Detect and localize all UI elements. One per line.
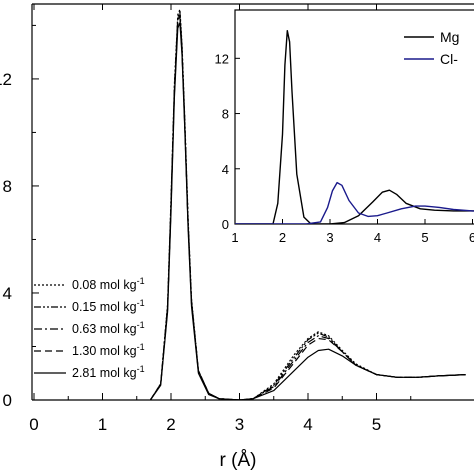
legend-label-0-63-mol-kg-2: 0.63 mol kg-1 xyxy=(72,320,145,336)
legend-label-0-15-mol-kg-1: 0.15 mol kg-1 xyxy=(72,298,145,314)
main-x-tick-label: 0 xyxy=(29,415,38,434)
main-x-tick-label: 2 xyxy=(166,415,175,434)
inset-y-tick-label: 4 xyxy=(222,162,229,177)
inset-frame xyxy=(234,9,474,225)
inset-y-tick-label: 8 xyxy=(222,107,229,122)
legend-label-0-08-mol-kg-0: 0.08 mol kg-1 xyxy=(72,276,145,292)
main-legend: 0.08 mol kg-1 0.15 mol kg-1 0.63 mol kg-1 1… xyxy=(34,276,145,380)
main-y-tick-label: 4 xyxy=(3,284,12,303)
x-axis-title: r (Å) xyxy=(220,450,257,471)
inset-x-tick-label: 5 xyxy=(421,230,428,245)
inset-x-tick-label: 2 xyxy=(279,230,286,245)
inset-series-line-cl xyxy=(235,181,474,224)
main-x-tick-label: 5 xyxy=(372,415,381,434)
inset-x-tick-label: 6 xyxy=(469,230,474,245)
main-y-tick-label: 0 xyxy=(3,391,12,410)
legend-label-2-81-mol-kg-4: 2.81 mol kg-1 xyxy=(72,364,145,380)
inset-x-tick-label: 4 xyxy=(374,230,381,245)
main-x-tick-label: 1 xyxy=(98,415,107,434)
inset-x-tick-label: 3 xyxy=(326,230,333,245)
main-y-tick-label: 8 xyxy=(3,177,12,196)
inset-legend: Mg Cl- xyxy=(404,29,459,67)
main-x-tick-label: 4 xyxy=(303,415,312,434)
inset-x-tick-label: 1 xyxy=(231,230,238,245)
main-x-tick-label: 3 xyxy=(235,415,244,434)
inset-series-line-mg xyxy=(235,30,474,224)
inset-legend-label-cl: Cl- xyxy=(440,51,458,67)
legend-label-1-30-mol-kg-3: 1.30 mol kg-1 xyxy=(72,342,145,358)
inset-y-tick-label: 0 xyxy=(222,217,229,232)
inset-legend-label-mg: Mg xyxy=(440,29,459,45)
main-y-tick-label: 12 xyxy=(0,70,12,89)
inset-y-tick-label: 12 xyxy=(215,51,229,66)
main-plot: 01234504812 xyxy=(0,3,474,434)
series-line-2-81-mol-kg-solid xyxy=(149,22,466,400)
